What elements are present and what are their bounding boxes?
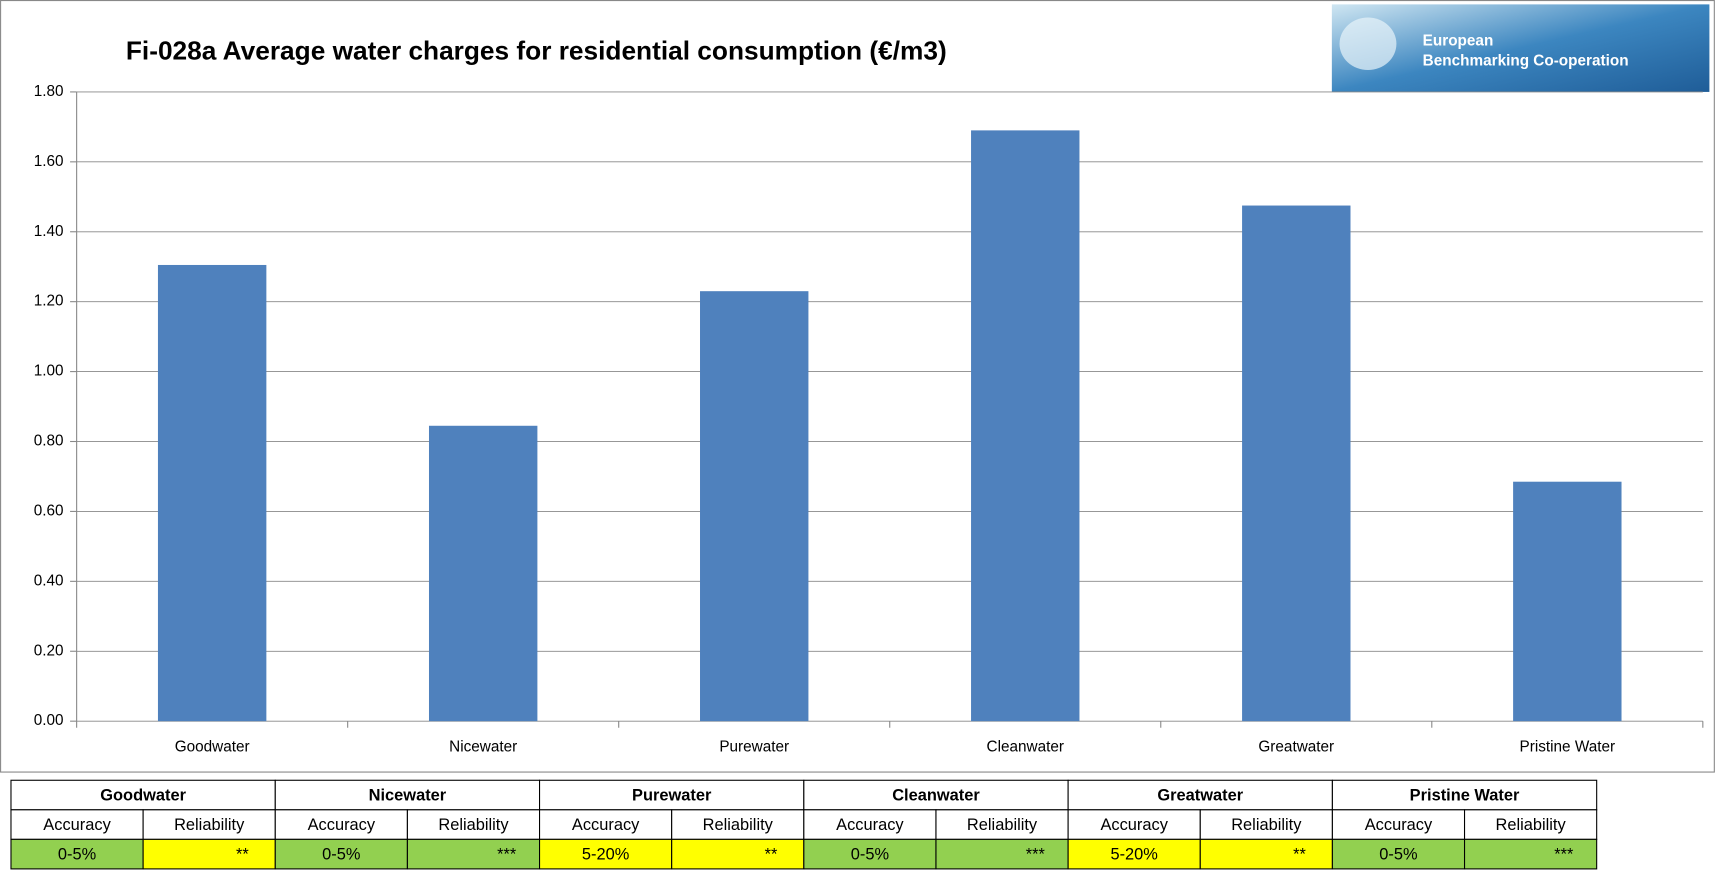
x-tick-label: Purewater	[719, 738, 789, 755]
group-header: Nicewater	[369, 786, 447, 804]
cell-value: **	[765, 846, 778, 864]
cell-value: ***	[1026, 846, 1046, 864]
subheader: Accuracy	[1365, 816, 1433, 834]
y-tick-label: 0.40	[34, 572, 64, 589]
cell-value: **	[236, 846, 249, 864]
y-tick-label: 1.40	[34, 223, 64, 240]
subheader: Accuracy	[308, 816, 376, 834]
x-tick-label: Pristine Water	[1520, 738, 1616, 755]
group-header: Pristine Water	[1410, 786, 1520, 804]
page: European Benchmarking Co-operation Fi-02…	[0, 0, 1716, 870]
cell-value: **	[1293, 846, 1306, 864]
table: Goodwater Accuracy 0-5% Reliability ** Nicewa…	[11, 780, 1597, 869]
group-header: Goodwater	[100, 786, 186, 804]
value-cell	[1200, 839, 1332, 869]
subheader: Accuracy	[1100, 816, 1168, 834]
bar	[429, 426, 537, 721]
group-header: Greatwater	[1157, 786, 1243, 804]
logo: European Benchmarking Co-operation	[1332, 4, 1710, 92]
subheader: Reliability	[438, 816, 509, 834]
y-tick-label: 1.80	[34, 83, 64, 100]
subheader: Reliability	[967, 816, 1038, 834]
logo-text: European	[1423, 33, 1494, 50]
y-tick-label: 0.80	[34, 433, 64, 450]
value-cell	[936, 839, 1068, 869]
y-tick-label: 1.60	[34, 153, 64, 170]
subheader: Reliability	[703, 816, 774, 834]
logo-text: Benchmarking Co-operation	[1423, 52, 1629, 69]
subheader: Reliability	[1495, 816, 1566, 834]
value-cell	[407, 839, 539, 869]
subheader: Accuracy	[836, 816, 904, 834]
cell-value: 5-20%	[582, 846, 629, 864]
cell-value: ***	[497, 846, 517, 864]
cell-value: ***	[1554, 846, 1574, 864]
y-tick-label: 0.20	[34, 642, 64, 659]
logo-globe	[1340, 18, 1397, 71]
value-cell	[672, 839, 804, 869]
x-tick-label: Greatwater	[1258, 738, 1334, 755]
y-tick-label: 1.00	[34, 363, 64, 380]
group-header: Cleanwater	[892, 786, 980, 804]
bar	[158, 265, 266, 721]
subheader: Accuracy	[572, 816, 640, 834]
bar	[1513, 482, 1621, 721]
y-tick-label: 0.60	[34, 502, 64, 519]
cell-value: 5-20%	[1110, 846, 1157, 864]
y-tick-label: 0.00	[34, 712, 64, 729]
cell-value: 0-5%	[322, 846, 360, 864]
bar	[700, 291, 808, 721]
x-tick-label: Goodwater	[175, 738, 250, 755]
cell-value: 0-5%	[58, 846, 96, 864]
chart-title: Fi-028a Average water charges for reside…	[126, 35, 947, 65]
x-tick-label: Nicewater	[449, 738, 517, 755]
bar	[1242, 206, 1350, 722]
subheader: Reliability	[174, 816, 245, 834]
cell-value: 0-5%	[851, 846, 889, 864]
subheader: Accuracy	[43, 816, 111, 834]
x-tick-label: Cleanwater	[987, 738, 1064, 755]
subheader: Reliability	[1231, 816, 1302, 834]
value-cell	[1465, 839, 1597, 869]
y-tick-label: 1.20	[34, 293, 64, 310]
cell-value: 0-5%	[1379, 846, 1417, 864]
group-header: Purewater	[632, 786, 712, 804]
bar	[971, 130, 1079, 721]
value-cell	[143, 839, 275, 869]
